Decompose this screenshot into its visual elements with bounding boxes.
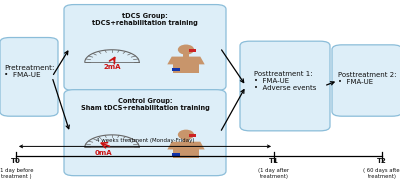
FancyBboxPatch shape xyxy=(332,45,400,116)
Text: Pretreatment:
•  FMA-UE: Pretreatment: • FMA-UE xyxy=(4,65,54,78)
Text: ( 60 days after
treatment): ( 60 days after treatment) xyxy=(362,168,400,179)
Text: 2mA: 2mA xyxy=(103,64,121,70)
Ellipse shape xyxy=(178,130,194,140)
Bar xyxy=(172,153,180,156)
FancyBboxPatch shape xyxy=(64,90,226,176)
Bar xyxy=(172,68,180,71)
Text: Posttreatment 1:
•  FMA-UE
•  Adverse events: Posttreatment 1: • FMA-UE • Adverse even… xyxy=(254,70,316,91)
Text: (1 day before
treatment ): (1 day before treatment ) xyxy=(0,168,34,179)
FancyBboxPatch shape xyxy=(240,41,330,131)
Bar xyxy=(189,49,196,52)
Text: T2: T2 xyxy=(377,158,387,164)
Text: tDCS Group:
tDCS+rehabilitation training: tDCS Group: tDCS+rehabilitation training xyxy=(92,13,198,26)
FancyBboxPatch shape xyxy=(64,5,226,91)
Bar xyxy=(182,136,190,142)
FancyBboxPatch shape xyxy=(0,38,58,116)
Text: T1: T1 xyxy=(269,158,279,164)
Text: T0: T0 xyxy=(11,158,21,164)
Bar xyxy=(173,64,199,73)
Ellipse shape xyxy=(178,44,194,55)
Text: 4 weeks treatment (Monday-Friday): 4 weeks treatment (Monday-Friday) xyxy=(96,138,194,143)
Text: Control Group:
Sham tDCS+rehabilitation training: Control Group: Sham tDCS+rehabilitation … xyxy=(81,98,209,111)
Polygon shape xyxy=(167,57,205,64)
Polygon shape xyxy=(167,142,205,150)
Text: Posttreatment 2:
•  FMA-UE: Posttreatment 2: • FMA-UE xyxy=(338,72,396,85)
Bar xyxy=(182,51,190,57)
Bar xyxy=(189,134,196,137)
Bar xyxy=(173,149,199,158)
Text: 0mA: 0mA xyxy=(95,150,112,156)
Text: (1 day after
treatment): (1 day after treatment) xyxy=(258,168,290,179)
